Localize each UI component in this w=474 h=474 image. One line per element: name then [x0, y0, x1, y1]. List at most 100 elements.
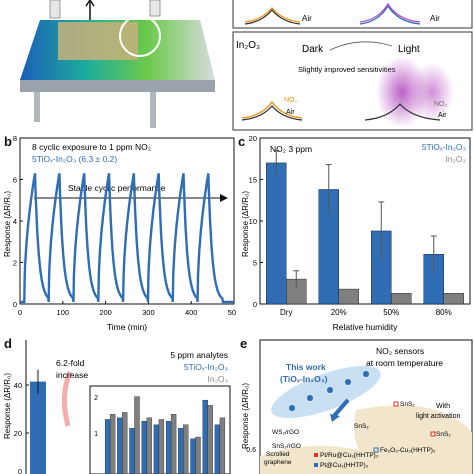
panel-d-inset-bar	[207, 405, 213, 474]
panel-e-sns2-b: SnS₂	[354, 423, 369, 430]
panel-b-yticks: 0 2 4 6 8	[13, 134, 23, 309]
panel-d-inset-ytick-1: 1	[94, 431, 98, 438]
panel-c-bar	[443, 293, 464, 305]
panel-c-legend-blue: 5TiOₓ-In₂O₃	[422, 142, 466, 152]
panel-d-ytick-0: 0	[18, 467, 22, 474]
panel-c-legend-gray: In₂O₃	[446, 154, 466, 164]
panel-d-inset-ytick-2: 2	[94, 395, 98, 402]
panel-c-xtick-label: 80%	[436, 308, 452, 317]
panel-d-ylabel: Response (ΔR/R₀)	[3, 373, 12, 439]
panel-c-bar	[391, 293, 412, 305]
panel-b-xtick-label: 500	[228, 308, 236, 317]
panel-d-chart: Response (ΔR/R₀) 40 20 0 6.2-fold increa…	[3, 340, 231, 474]
panel-e-sns2-c: SnS₂	[436, 431, 451, 438]
panel-d-inset-bar	[183, 424, 189, 474]
panel-b-ytick-label: 4	[13, 217, 17, 226]
panel-e-sns2-a: SnS₂	[400, 401, 415, 408]
panel-e-ptru: Pt/Ru@Cu₃(HHTP)₂	[320, 452, 379, 459]
panel-d-analytes: 5 ppm analytes	[170, 350, 228, 360]
panel-e-ws2-rgo: WS₂/rGO	[272, 429, 299, 436]
panel-c-xlabel: Relative humidity	[333, 322, 398, 332]
panel-d-inset-bar	[104, 419, 111, 474]
panel-d-inset-bar	[219, 417, 226, 474]
panel-d-inset-bar	[214, 424, 221, 474]
panel-d-fold-arrow	[62, 371, 73, 427]
improved-text: Slightly improved sensitivities	[298, 65, 396, 74]
panel-c-bars	[266, 149, 464, 305]
panel-d-inset-bar	[109, 414, 116, 474]
panel-e-chart: NO₂ sensors at room temperature This wor…	[241, 339, 473, 474]
panel-d-inset-frame	[89, 385, 231, 474]
panel-c-chart: NO₂ 3 ppm 5TiOₓ-In₂O₃ In₂O₃ 0 5 10 15 20 Dry…	[241, 134, 471, 332]
panel-e-sns2-rgo: SnS₂/rGO	[272, 443, 301, 450]
panel-e-pt: Pt@Cu₃(HHTP)₂	[320, 462, 369, 469]
panel-b-xtick-label: 200	[99, 308, 112, 317]
panel-e-light-act-2: light activation	[416, 413, 460, 420]
panel-e-pt-marker	[314, 463, 318, 467]
panel-b-ytick-label: 8	[13, 134, 17, 143]
panel-b-letter: b	[4, 134, 12, 149]
panel-c-yticks: 0 5 10 15 20	[249, 134, 263, 309]
panel-e-this-work-ellipse	[271, 365, 381, 419]
panel-c-ytick-label: 10	[249, 217, 257, 226]
panel-e-scrolled: Scrolled	[266, 451, 290, 458]
panel-a-in2o3-schematic: In₂O₃ Dark Light Slightly improved sensi…	[232, 31, 473, 131]
panel-b-xtick-label: 300	[142, 308, 155, 317]
panel-d-letter: d	[4, 336, 12, 351]
panel-b-xtick-label: 400	[185, 308, 198, 317]
panel-b-chart: 8 cyclic exposure to 1 ppm NO₂ 5TiOₓ-In₂…	[3, 134, 236, 332]
panel-a-graphic: Air Air In₂O₃ Dark Light Slightly improv…	[0, 0, 473, 132]
panel-b-xticks: 0 100 200 300 400 500	[18, 301, 236, 317]
no2-label-a2: NO₂	[434, 101, 448, 108]
panel-d-ytick-40: 40	[14, 381, 22, 390]
in2o3-label: In₂O₃	[236, 40, 260, 51]
panel-b-ytick-label: 0	[13, 300, 17, 309]
panel-d-ytick-20: 20	[14, 429, 22, 438]
panel-b-ytick-label: 2	[13, 259, 17, 268]
panel-e-this-work-points	[289, 371, 369, 411]
panel-d-inset-bar	[146, 417, 152, 474]
panel-e-letter: e	[240, 336, 248, 351]
panel-c-bar	[266, 162, 287, 305]
panel-e-fe2o3-marker	[373, 447, 379, 453]
panel-d-inset-bar	[153, 424, 160, 474]
dark-label: Dark	[302, 44, 324, 55]
air-label-a2: Air	[438, 112, 447, 119]
panel-e-region-2	[260, 446, 386, 474]
panel-d-inset-bar	[141, 421, 147, 474]
panel-c-ytick-label: 20	[249, 134, 257, 143]
panel-e-this-work-1: This work	[286, 362, 326, 372]
panel-b-arrow-head	[220, 194, 228, 202]
panel-d-inset-bar	[190, 438, 196, 474]
panel-d-inset-bar	[202, 399, 208, 474]
panel-d-inset-bar	[165, 421, 172, 474]
panel-c-xtick-label: 20%	[331, 308, 347, 317]
panel-d-fold-text1: 6.2-fold	[56, 358, 85, 368]
panel-d-fold-text2: increase	[56, 370, 88, 380]
panel-c-xtick-label: 50%	[383, 308, 399, 317]
panel-a-top-schematic: Air Air	[232, 0, 473, 29]
panel-d-inset-bar	[195, 436, 201, 474]
panel-b-series-line	[20, 173, 234, 304]
panel-e-header1: NO₂ sensors	[376, 346, 424, 356]
panel-e-frame	[259, 339, 473, 474]
panel-d-inset-bar	[158, 419, 165, 474]
panel-c-title: NO₂ 3 ppm	[270, 144, 312, 154]
panel-b-ylabel: Response (ΔR/R₀)	[3, 191, 12, 257]
panel-e-arrow	[332, 398, 350, 418]
panel-c-ytick-label: 15	[249, 176, 257, 185]
panel-d-inset-bar	[117, 417, 123, 474]
panel-d-inset-bar	[134, 396, 140, 474]
panel-d-inset-bar	[122, 412, 128, 474]
panel-c-xticks: Dry 20% 50% 80%	[280, 308, 452, 317]
panel-e-ytick-06: 0.6	[246, 447, 256, 454]
panel-c-ytick-label: 0	[253, 300, 257, 309]
panel-c-ytick-label: 5	[253, 259, 257, 268]
panel-c-bar	[338, 288, 359, 305]
panel-e-ylabel: Response (ΔR/R₀)	[241, 383, 250, 449]
air-label-top-left: Air	[302, 14, 312, 23]
panel-d-legend-blue: 5TiOₓ-In₂O₃	[184, 362, 228, 372]
panel-b-xlabel: Time (min)	[107, 322, 147, 332]
panel-b-line1: 8 cyclic exposure to 1 ppm NO₂	[32, 142, 151, 152]
panel-e-sns2-a-marker	[393, 401, 399, 407]
